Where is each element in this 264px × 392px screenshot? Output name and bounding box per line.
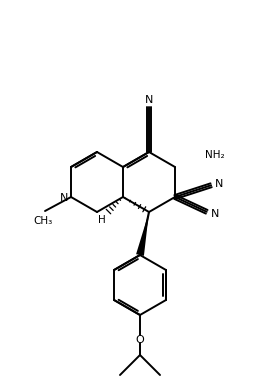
Text: H: H (98, 215, 106, 225)
Text: NH₂: NH₂ (205, 150, 225, 160)
Text: N: N (145, 95, 153, 105)
Polygon shape (136, 212, 149, 256)
Text: N: N (60, 193, 68, 203)
Text: CH₃: CH₃ (33, 216, 53, 226)
Text: N: N (215, 179, 223, 189)
Text: O: O (136, 335, 144, 345)
Text: N: N (210, 209, 219, 219)
